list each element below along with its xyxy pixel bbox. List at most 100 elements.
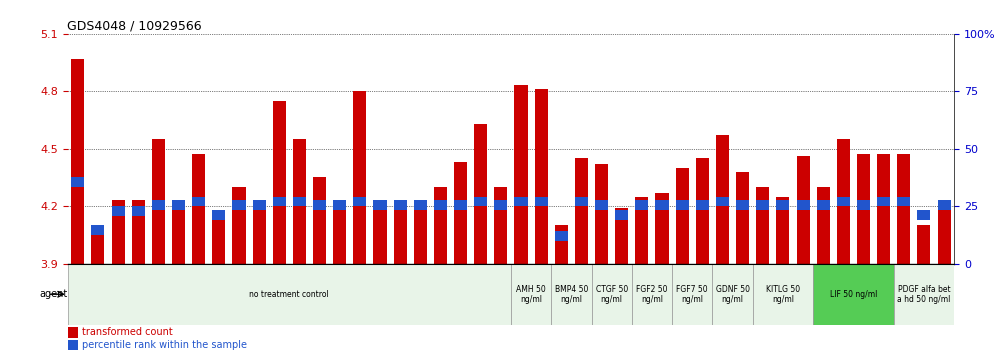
Bar — [515, 85, 528, 264]
Text: percentile rank within the sample: percentile rank within the sample — [82, 340, 247, 350]
Bar — [333, 200, 347, 210]
Bar — [917, 210, 930, 219]
Bar — [494, 200, 507, 210]
Bar — [68, 340, 79, 350]
Bar — [293, 196, 306, 206]
Bar — [68, 264, 511, 325]
Bar — [776, 196, 790, 264]
Bar — [413, 202, 427, 264]
Bar — [131, 200, 144, 264]
Bar — [474, 196, 487, 206]
Bar — [897, 196, 910, 206]
Bar — [212, 210, 225, 219]
Bar — [675, 168, 689, 264]
Bar — [313, 177, 326, 264]
Bar — [333, 202, 347, 264]
Bar — [917, 225, 930, 264]
Bar — [515, 196, 528, 206]
Bar — [293, 139, 306, 264]
Bar — [837, 139, 850, 264]
Text: agent: agent — [40, 289, 68, 299]
Bar — [817, 200, 830, 210]
Bar — [716, 135, 729, 264]
Bar — [92, 225, 105, 264]
Bar — [535, 196, 548, 206]
Bar — [616, 208, 628, 264]
Bar — [413, 200, 427, 210]
Bar — [857, 200, 871, 210]
Bar — [857, 154, 871, 264]
Bar — [797, 156, 810, 264]
Bar — [897, 154, 910, 264]
Bar — [655, 200, 668, 210]
Bar — [756, 200, 769, 210]
Bar — [112, 200, 124, 264]
Bar — [736, 172, 749, 264]
Text: GDNF 50
ng/ml: GDNF 50 ng/ml — [715, 285, 750, 304]
Bar — [877, 154, 890, 264]
Bar — [716, 196, 729, 206]
Bar — [575, 196, 588, 206]
Bar — [172, 202, 185, 264]
Bar — [877, 196, 890, 206]
Text: GDS4048 / 10929566: GDS4048 / 10929566 — [67, 19, 201, 33]
Text: BMP4 50
ng/ml: BMP4 50 ng/ml — [555, 285, 588, 304]
Bar — [474, 124, 487, 264]
Bar — [112, 206, 124, 216]
Bar — [393, 200, 406, 264]
Bar — [354, 196, 367, 206]
Text: CTGF 50
ng/ml: CTGF 50 ng/ml — [596, 285, 627, 304]
Bar — [837, 196, 850, 206]
Bar — [937, 200, 950, 264]
Bar — [616, 210, 628, 219]
Text: transformed count: transformed count — [82, 327, 172, 337]
Text: AMH 50
ng/ml: AMH 50 ng/ml — [516, 285, 546, 304]
Bar — [753, 264, 813, 325]
Bar — [756, 187, 769, 264]
Bar — [635, 196, 648, 264]
Bar — [736, 200, 749, 210]
Bar — [192, 196, 205, 206]
Bar — [575, 158, 588, 264]
Bar — [374, 200, 386, 210]
Bar — [672, 264, 712, 325]
Bar — [712, 264, 753, 325]
Bar — [313, 200, 326, 210]
Bar — [494, 187, 507, 264]
Text: KITLG 50
ng/ml: KITLG 50 ng/ml — [766, 285, 800, 304]
Bar — [232, 187, 246, 264]
Bar — [151, 139, 165, 264]
Bar — [374, 202, 386, 264]
Bar — [893, 264, 954, 325]
Bar — [434, 187, 447, 264]
Bar — [592, 264, 631, 325]
Bar — [172, 200, 185, 210]
Bar — [212, 216, 225, 264]
Text: LIF 50 ng/ml: LIF 50 ng/ml — [830, 290, 877, 299]
Bar — [434, 200, 447, 210]
Bar — [551, 264, 592, 325]
Bar — [696, 200, 709, 210]
Bar — [776, 200, 790, 210]
Bar — [131, 206, 144, 216]
Bar — [675, 200, 689, 210]
Bar — [631, 264, 672, 325]
Bar — [454, 162, 467, 264]
Bar — [454, 200, 467, 210]
Bar — [72, 58, 85, 264]
Bar — [635, 200, 648, 210]
Bar — [555, 225, 568, 264]
Bar — [817, 187, 830, 264]
Bar — [937, 200, 950, 210]
Bar — [655, 193, 668, 264]
Bar — [273, 101, 286, 264]
Bar — [253, 200, 266, 210]
Bar — [253, 202, 266, 264]
Bar — [72, 177, 85, 187]
Bar — [696, 158, 709, 264]
Text: FGF7 50
ng/ml: FGF7 50 ng/ml — [676, 285, 708, 304]
Bar — [151, 200, 165, 210]
Bar — [192, 154, 205, 264]
Bar — [797, 200, 810, 210]
Text: FGF2 50
ng/ml: FGF2 50 ng/ml — [636, 285, 667, 304]
